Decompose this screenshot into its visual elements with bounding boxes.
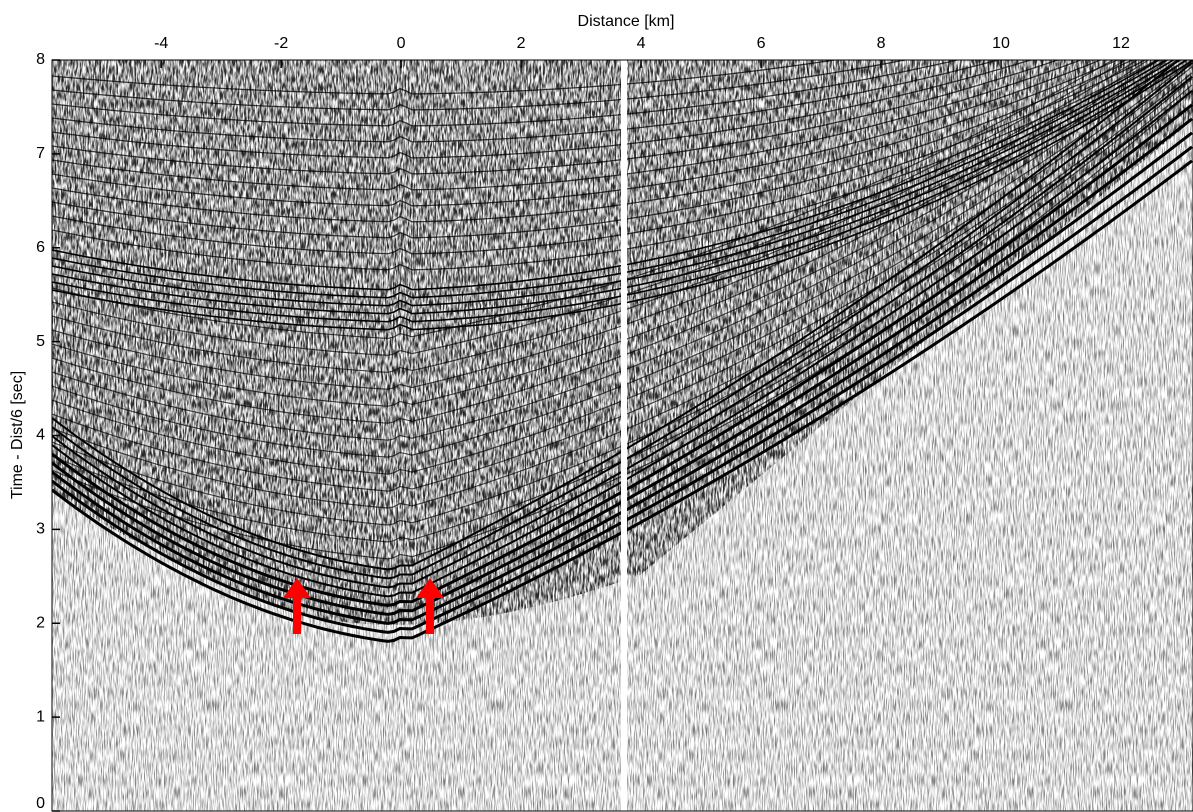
y-tick-label: 2 [36,614,45,631]
y-tick-label: 3 [36,521,45,538]
arrow-head [416,578,444,598]
x-tick-label: -4 [154,35,168,52]
x-tick-label: -2 [274,35,288,52]
x-tick-label: 10 [992,35,1010,52]
x-tick-label: 6 [757,35,766,52]
x-axis-label: Distance [km] [578,13,675,30]
seismic-section [52,60,1193,811]
y-tick-label: 1 [36,708,45,725]
x-tick-label: 0 [397,35,406,52]
y-tick-label: 6 [36,239,45,256]
x-tick-label: 4 [637,35,646,52]
y-tick-label: 0 [36,795,45,812]
y-tick-label: 7 [36,145,45,162]
y-tick-label: 8 [36,51,45,68]
trace-gap [621,60,627,811]
y-tick-label: 4 [36,427,45,444]
annotation-arrows [283,578,444,634]
x-tick-label: 12 [1112,35,1130,52]
y-axis-label: Time - Dist/6 [sec] [9,371,26,499]
x-tick-label: 8 [877,35,886,52]
y-tick-label: 5 [36,333,45,350]
x-tick-label: 2 [517,35,526,52]
arrow-head [283,578,311,598]
